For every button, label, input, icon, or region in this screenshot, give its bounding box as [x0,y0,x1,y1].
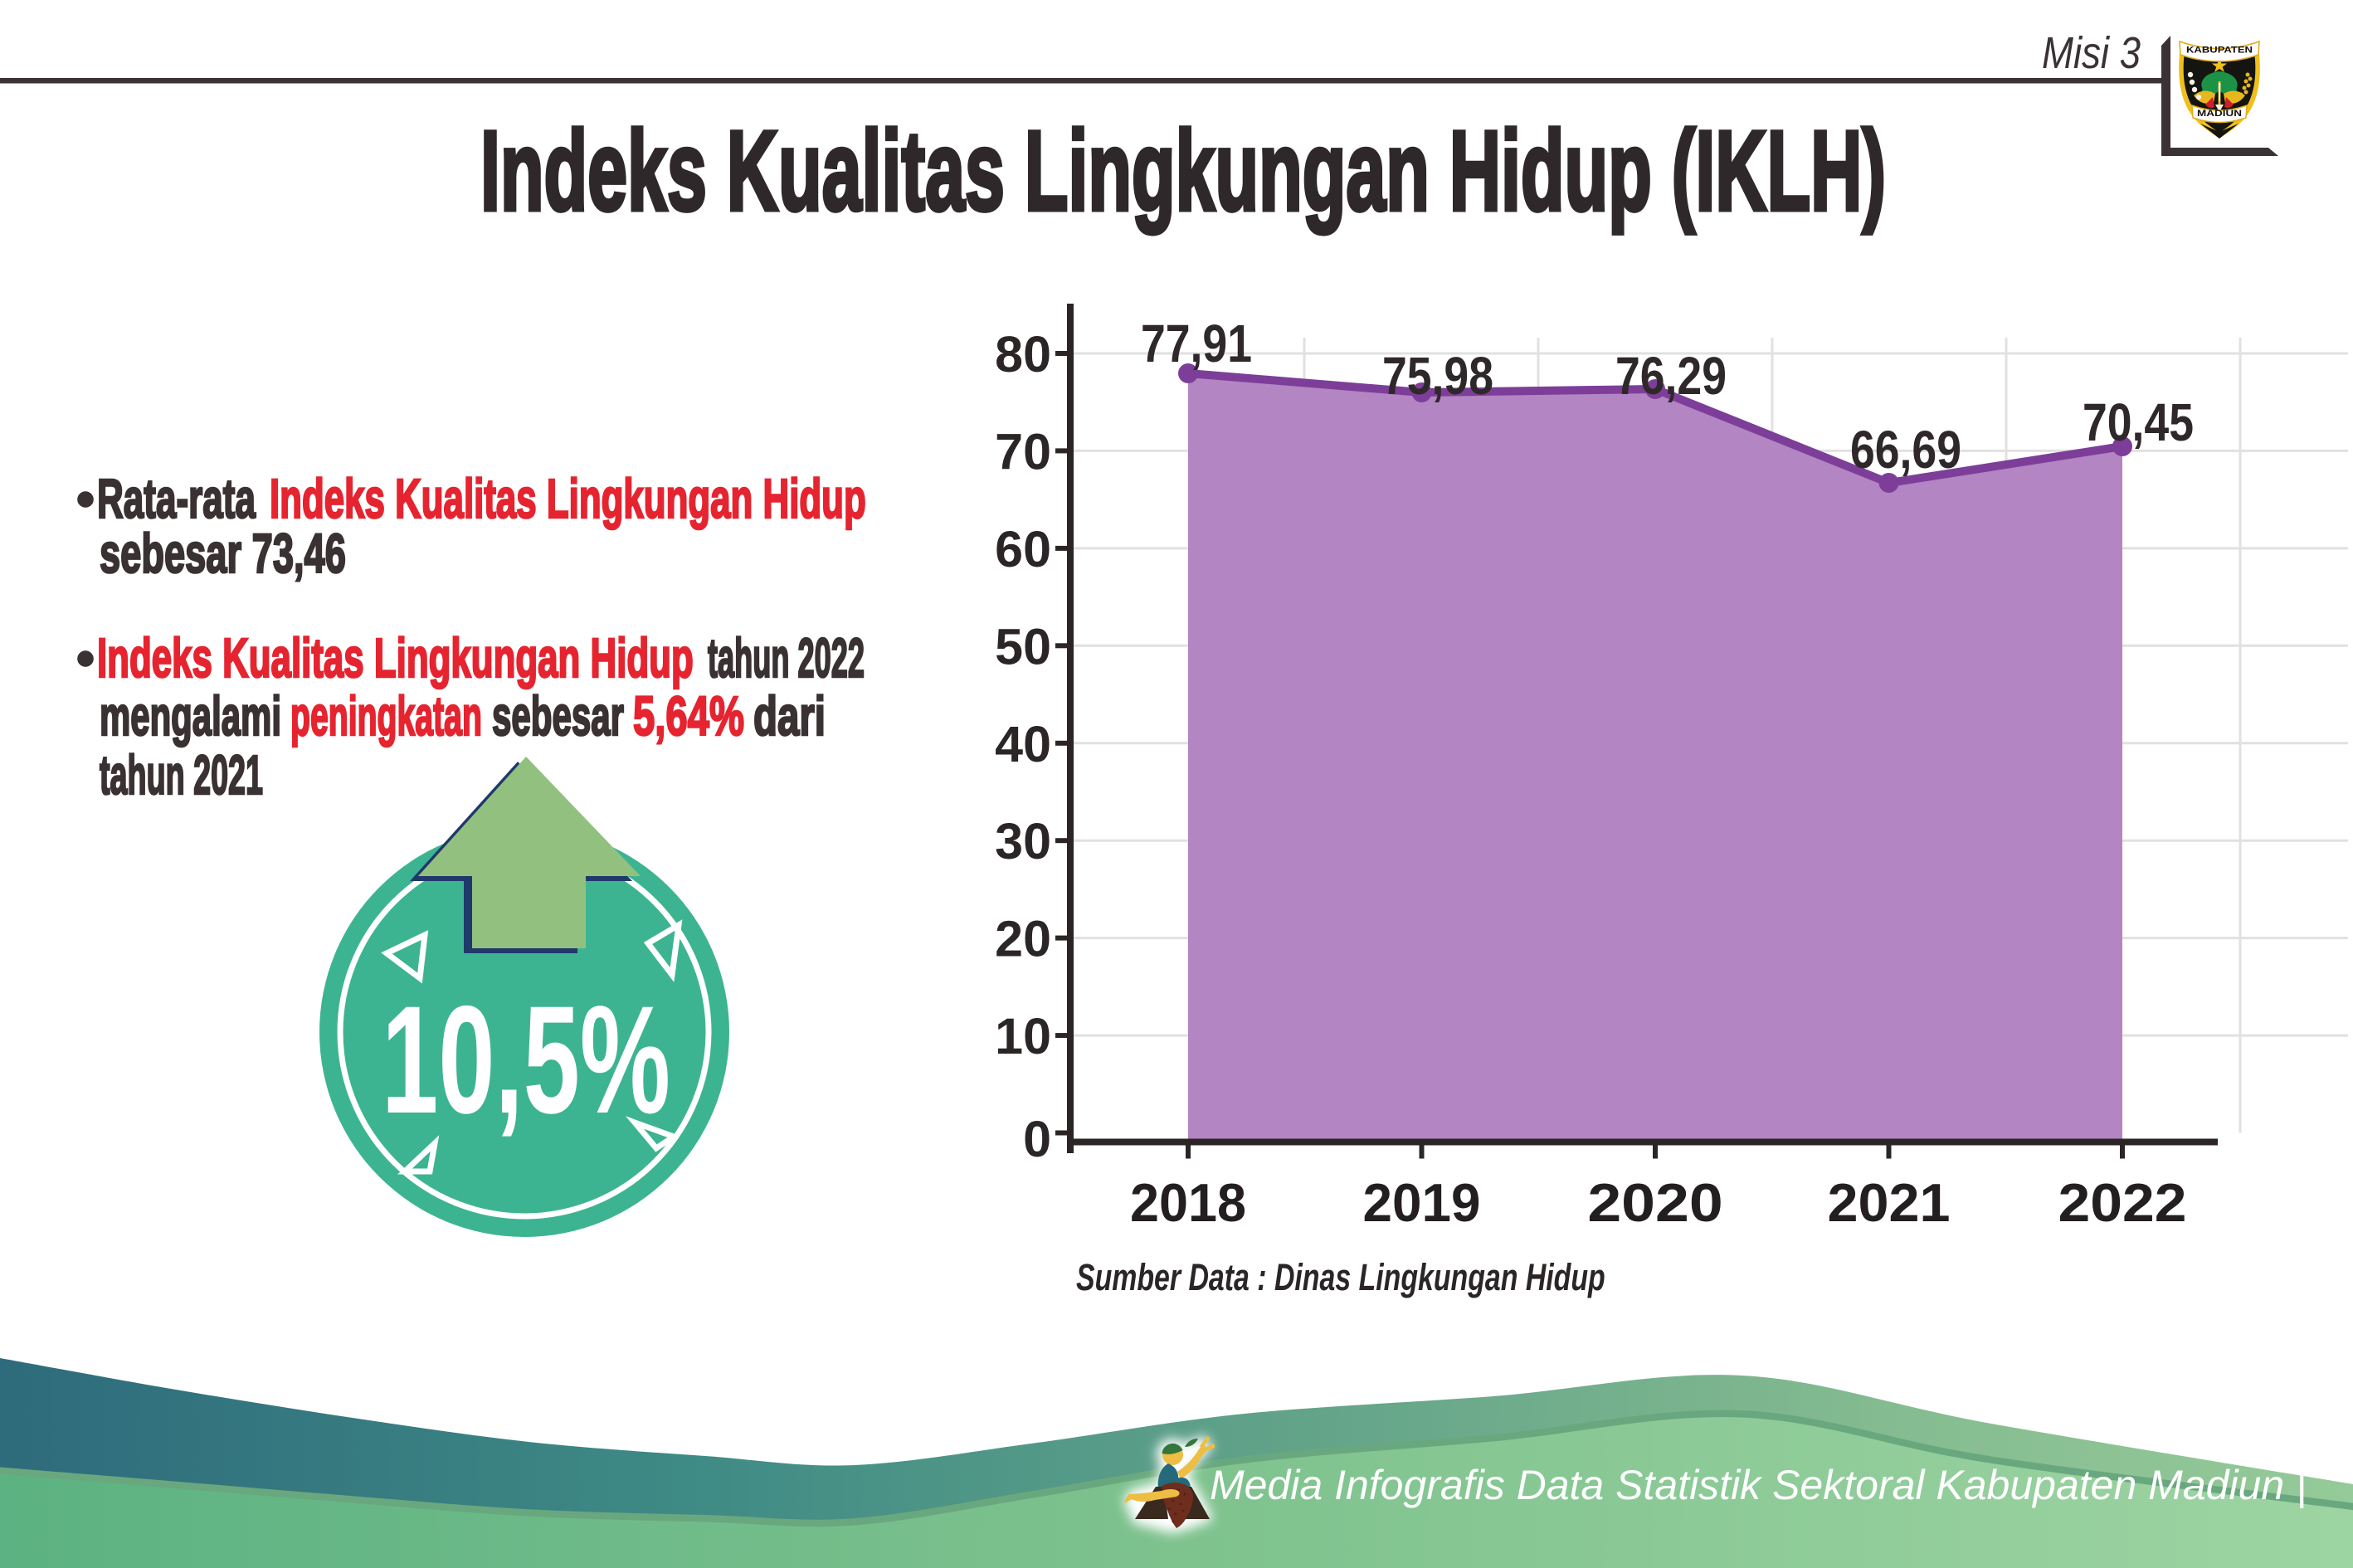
svg-text:30: 30 [995,813,1051,869]
svg-text:10,5%: 10,5% [382,975,670,1146]
svg-text:50: 50 [995,618,1051,674]
svg-text:76,29: 76,29 [1615,347,1727,407]
svg-text:2022: 2022 [2058,1173,2187,1233]
svg-text:0: 0 [1023,1111,1051,1167]
svg-text:Sumber Data : Dinas Lingkungan: Sumber Data : Dinas Lingkungan Hidup [1076,1257,1605,1298]
svg-text:70,45: 70,45 [2083,393,2194,453]
svg-text:70: 70 [995,423,1051,480]
svg-text:sebesar: sebesar [492,684,624,747]
svg-text:80: 80 [995,326,1051,382]
svg-text:KABUPATEN: KABUPATEN [2186,46,2253,56]
svg-text:75,98: 75,98 [1382,347,1493,407]
svg-text:Rata-rata: Rata-rata [97,469,256,530]
svg-text:2018: 2018 [1130,1172,1246,1233]
svg-text:2021: 2021 [1828,1172,1951,1233]
svg-text:mengalami: mengalami [100,684,281,747]
svg-text:tahun 2022: tahun 2022 [708,627,865,689]
svg-text:Media Infografis Data Statisti: Media Infografis Data Statistik Sektoral… [1210,1462,2307,1509]
svg-text:40: 40 [995,716,1051,772]
svg-text:5,64%: 5,64% [633,686,744,747]
svg-text:Indeks Kualitas Lingkungan Hid: Indeks Kualitas Lingkungan Hidup (IKLH) [480,108,1886,235]
svg-text:dari: dari [753,685,826,747]
svg-text:tahun 2021: tahun 2021 [100,744,263,806]
svg-text:Indeks Kualitas Lingkungan Hid: Indeks Kualitas Lingkungan Hidup [270,468,866,530]
svg-text:2019: 2019 [1363,1172,1481,1233]
svg-text:20: 20 [995,911,1051,967]
svg-text:2020: 2020 [1587,1172,1722,1233]
svg-text:Indeks Kualitas Lingkungan Hid: Indeks Kualitas Lingkungan Hidup [97,627,694,689]
svg-text:77,91: 77,91 [1141,314,1252,374]
svg-text:Misi 3: Misi 3 [2042,27,2141,78]
svg-text:MADIUN: MADIUN [2197,109,2242,119]
svg-text:peningkatan: peningkatan [290,684,482,747]
svg-text:66,69: 66,69 [1850,421,1961,480]
svg-text:10: 10 [995,1008,1051,1064]
svg-text:sebesar 73,46: sebesar 73,46 [100,523,346,585]
svg-text:60: 60 [995,521,1051,577]
